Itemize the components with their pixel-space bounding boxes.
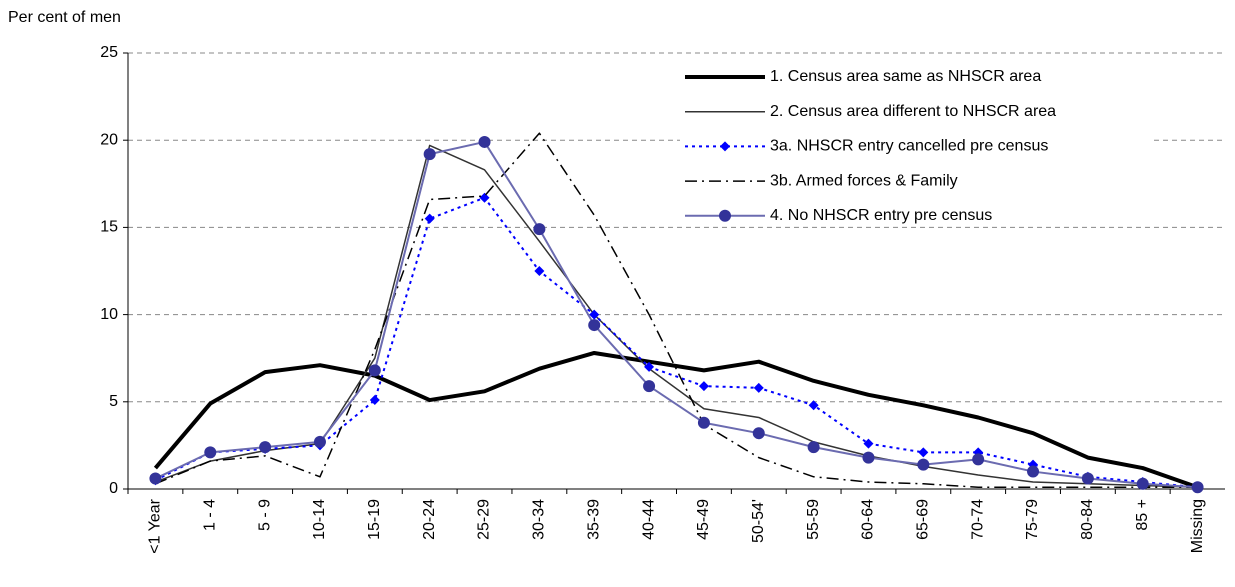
marker (1191, 481, 1204, 494)
marker (149, 472, 162, 485)
marker (534, 266, 545, 276)
x-tick-label: 65-69 (915, 499, 932, 540)
x-tick-label: 45-49 (695, 499, 712, 540)
x-tick-label: 40-44 (640, 499, 657, 540)
marker (369, 395, 380, 406)
marker (753, 382, 764, 393)
marker (697, 416, 710, 429)
marker (1027, 465, 1040, 478)
legend-label: 3b. Armed forces & Family (770, 172, 958, 189)
marker (368, 364, 381, 377)
legend-label: 2. Census area different to NHSCR area (770, 103, 1056, 120)
marker (808, 400, 819, 411)
marker (204, 446, 217, 459)
y-tick-label: 0 (109, 480, 118, 497)
x-tick-label: 25-29 (476, 499, 493, 540)
x-tick-label: 60-64 (860, 499, 877, 540)
marker (752, 427, 765, 440)
y-axis-label: Per cent of men (8, 9, 121, 26)
x-tick-label: 1 - 4 (201, 499, 218, 531)
marker (918, 447, 929, 458)
marker (533, 223, 546, 236)
y-tick-label: 15 (100, 219, 118, 236)
x-tick-label: Missing (1189, 499, 1206, 553)
marker (478, 135, 491, 148)
x-tick-label: 80-84 (1079, 499, 1096, 540)
series-line (155, 132, 1198, 489)
x-tick-label: 70-74 (969, 499, 986, 540)
legend-label: 1. Census area same as NHSCR area (770, 68, 1041, 85)
x-tick-label: 35-39 (585, 499, 602, 540)
x-tick-label: 10-14 (311, 499, 328, 540)
marker (589, 309, 600, 320)
marker (644, 361, 655, 372)
x-tick-label: 85 + (1134, 499, 1151, 531)
marker (423, 148, 436, 161)
marker (720, 141, 730, 152)
legend-label: 4. No NHSCR entry pre census (770, 207, 992, 224)
x-tick-label: 75-79 (1024, 499, 1041, 540)
marker (863, 438, 874, 449)
series-line (154, 140, 1198, 489)
marker (972, 453, 985, 466)
x-tick-label: 15-19 (366, 499, 383, 540)
marker (1081, 472, 1094, 485)
legend: 1. Census area same as NHSCR area 2. Cens… (680, 63, 1150, 224)
marker (917, 458, 930, 471)
series-line (154, 196, 1198, 489)
y-tick-label: 5 (109, 393, 118, 410)
marker (698, 381, 709, 392)
marker (807, 441, 820, 454)
y-tick-label: 20 (100, 131, 118, 148)
series-line (153, 350, 1199, 490)
y-tick-label: 25 (100, 44, 118, 61)
x-tick-label: 5 - 9 (256, 499, 273, 531)
marker (259, 441, 272, 454)
x-tick-label: 20-24 (421, 499, 438, 540)
y-tick-label: 10 (100, 306, 118, 323)
x-tick-label: 30-34 (531, 499, 548, 540)
marker (862, 451, 875, 464)
marker (719, 209, 731, 222)
marker (588, 319, 601, 332)
legend-box (680, 63, 1150, 223)
legend-label: 3a. NHSCR entry cancelled pre census (770, 138, 1048, 155)
x-tick-label: <1 Year (147, 498, 164, 553)
x-tick-label: 50-54' (750, 499, 767, 543)
marker (1136, 477, 1149, 490)
marker (313, 435, 326, 448)
marker (479, 192, 490, 203)
marker (643, 380, 656, 393)
marker (424, 213, 435, 224)
x-tick-label: 55-59 (805, 499, 822, 540)
